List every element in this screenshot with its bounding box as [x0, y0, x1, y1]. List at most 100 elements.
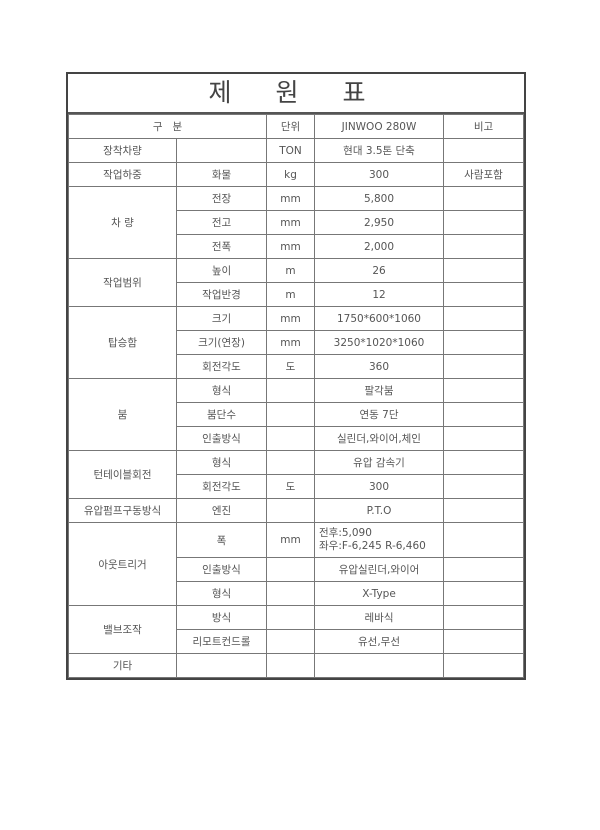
remark-cell: [443, 402, 524, 427]
unit-cell: mm: [266, 330, 315, 355]
unit-cell: [266, 605, 315, 630]
table-row: 붐 형식 팔각붐: [68, 378, 524, 451]
group-label: 기타: [68, 653, 177, 678]
remark-cell: [443, 498, 524, 523]
value-cell: 26: [314, 258, 444, 283]
spec-sheet: 제 원 표 구 분 단위 JINWOO 280W 비고 장착차량 TON 현대 3.…: [66, 72, 526, 680]
value-cell: 유선,무선: [314, 629, 444, 654]
remark-cell: [443, 378, 524, 403]
table-row: 장착차량 TON 현대 3.5톤 단축: [68, 138, 524, 163]
page-title: 제 원 표: [68, 74, 524, 114]
unit-cell: m: [266, 282, 315, 307]
value-cell: 5,800: [314, 186, 444, 211]
table-row: 붐단수 연동 7단: [69, 402, 524, 427]
table-row: 유압펌프구동방식 엔진 P.T.O: [68, 498, 524, 523]
value-cell: 12: [314, 282, 444, 307]
group-label: 붐: [68, 378, 177, 451]
group-label: 아웃트리거: [68, 522, 177, 606]
value-cell: 1750*600*1060: [314, 306, 444, 331]
group-label: 유압펌프구동방식: [68, 498, 177, 523]
remark-cell: [443, 234, 524, 259]
remark-cell: [443, 653, 524, 678]
header-category: 구 분: [68, 114, 267, 139]
remark-cell: [443, 450, 524, 475]
unit-cell: m: [266, 258, 315, 283]
spec-table: 구 분 단위 JINWOO 280W 비고 장착차량 TON 현대 3.5톤 단축 작…: [68, 114, 524, 678]
header-remarks: 비고: [443, 114, 524, 139]
table-row: 차 량 전장 mm 5,800: [68, 186, 524, 259]
value-cell: 실린더,와이어,체인: [314, 426, 444, 451]
item-label: 회전각도: [176, 354, 267, 379]
remark-cell: [443, 258, 524, 283]
item-label: 회전각도: [176, 474, 267, 499]
header-row: 구 분 단위 JINWOO 280W 비고: [68, 114, 524, 139]
remark-cell: [443, 330, 524, 355]
value-cell: 유압 감속기: [314, 450, 444, 475]
item-label: 붐단수: [176, 402, 267, 427]
item-label: 폭: [176, 522, 267, 558]
table-row: 작업범위 높이 m 26: [68, 258, 524, 307]
value-cell: X-Type: [314, 581, 444, 606]
item-label: 전고: [176, 210, 267, 235]
unit-cell: kg: [266, 162, 315, 187]
remark-cell: [443, 138, 524, 163]
remark-cell: [443, 426, 524, 451]
group-label: 밸브조작: [68, 605, 177, 654]
value-cell: 3250*1020*1060: [314, 330, 444, 355]
table-row: 작업하중 화물 kg 300 사람포함: [68, 162, 524, 187]
unit-cell: [266, 557, 315, 582]
table-row: 회전각도 도 300: [69, 474, 524, 499]
unit-cell: [266, 426, 315, 451]
item-label: 전폭: [176, 234, 267, 259]
group-label: 턴테이블회전: [68, 450, 177, 499]
remark-cell: [443, 629, 524, 654]
header-unit: 단위: [266, 114, 315, 139]
value-cell: 레바식: [314, 605, 444, 630]
unit-cell: [266, 450, 315, 475]
table-row: 아웃트리거 폭 mm 전후:5,090 좌우:F-6,245 R-6,460: [68, 522, 524, 606]
table-row: 기타: [68, 653, 524, 678]
value-cell: 2,000: [314, 234, 444, 259]
unit-cell: 도: [266, 474, 315, 499]
group-label: 탑승함: [68, 306, 177, 379]
item-label: 높이: [176, 258, 267, 283]
group-label: 차 량: [68, 186, 177, 259]
item-label: 형식: [176, 450, 267, 475]
remark-cell: 사람포함: [443, 162, 524, 187]
value-cell: 팔각붐: [314, 378, 444, 403]
unit-cell: mm: [266, 522, 315, 558]
value-cell: P.T.O: [314, 498, 444, 523]
table-row: 밸브조작 방식 레바식: [68, 605, 524, 654]
remark-cell: [443, 557, 524, 582]
table-row: 전고 mm 2,950: [69, 210, 524, 235]
value-cell: [314, 653, 444, 678]
remark-cell: [443, 282, 524, 307]
unit-cell: [266, 378, 315, 403]
value-cell: 300: [314, 162, 444, 187]
unit-cell: TON: [266, 138, 315, 163]
unit-cell: [266, 581, 315, 606]
value-cell: 현대 3.5톤 단축: [314, 138, 444, 163]
remark-cell: [443, 210, 524, 235]
item-label: [176, 138, 267, 163]
table-row: 작업반경 m 12: [69, 282, 524, 307]
table-row: 크기(연장) mm 3250*1020*1060: [69, 330, 524, 355]
value-cell: 유압실린더,와이어: [314, 557, 444, 582]
value-cell: 전후:5,090 좌우:F-6,245 R-6,460: [314, 522, 444, 558]
value-cell: 300: [314, 474, 444, 499]
group-label: 작업하중: [68, 162, 177, 187]
unit-cell: [266, 498, 315, 523]
unit-cell: mm: [266, 210, 315, 235]
table-row: 탑승함 크기 mm 1750*600*1060: [68, 306, 524, 379]
unit-cell: mm: [266, 306, 315, 331]
unit-cell: 도: [266, 354, 315, 379]
item-label: 엔진: [176, 498, 267, 523]
item-label: 리모트컨드롤: [176, 629, 267, 654]
header-model: JINWOO 280W: [314, 114, 444, 139]
group-label: 장착차량: [68, 138, 177, 163]
remark-cell: [443, 354, 524, 379]
remark-cell: [443, 522, 524, 558]
table-row: 인출방식 유압실린더,와이어: [69, 557, 524, 582]
value-cell: 2,950: [314, 210, 444, 235]
item-label: 크기: [176, 306, 267, 331]
